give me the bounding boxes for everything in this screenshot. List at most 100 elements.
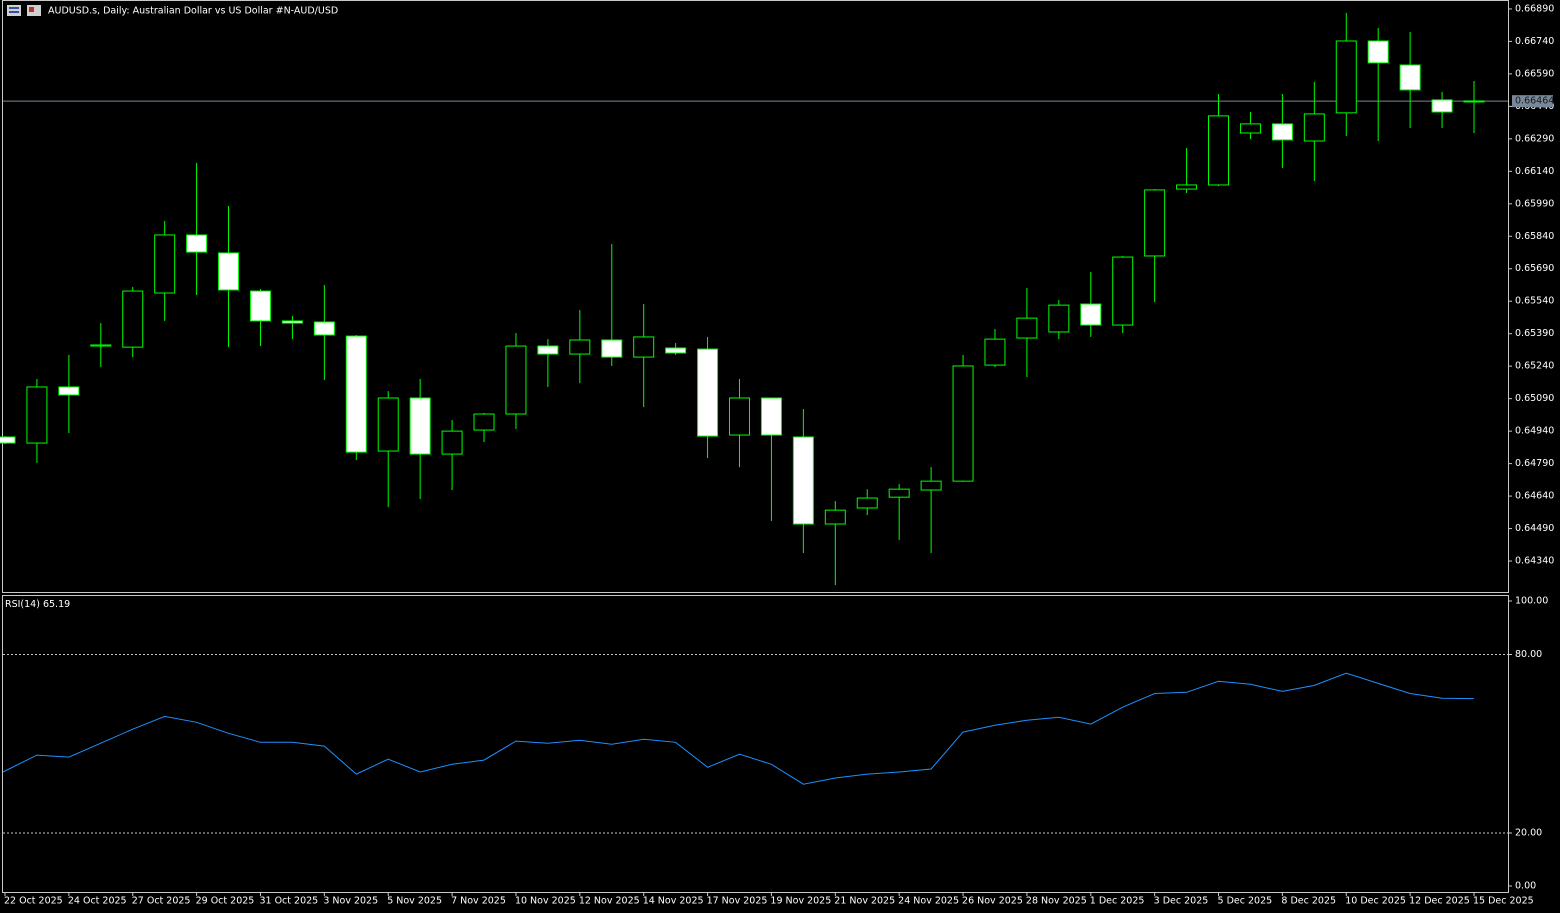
candle-body bbox=[1303, 113, 1325, 142]
x-tick-label: 22 Oct 2025 bbox=[4, 896, 63, 907]
candle-body bbox=[856, 497, 878, 509]
icon bbox=[9, 11, 19, 13]
candle-body bbox=[505, 345, 527, 415]
candle-body bbox=[792, 436, 814, 525]
x-tick-label: 17 Nov 2025 bbox=[707, 896, 768, 907]
x-tick-label: 24 Nov 2025 bbox=[898, 896, 959, 907]
x-tick-label: 12 Dec 2025 bbox=[1409, 896, 1470, 907]
y-tick-label: 0.64490 bbox=[1515, 523, 1554, 534]
x-tick-label: 1 Dec 2025 bbox=[1090, 896, 1145, 907]
x-tick-label: 19 Nov 2025 bbox=[770, 896, 831, 907]
candle-body bbox=[0, 436, 16, 444]
candle-body bbox=[154, 234, 176, 294]
candle-body bbox=[58, 386, 80, 396]
x-tick-label: 3 Dec 2025 bbox=[1154, 896, 1209, 907]
indicator-label: RSI(14) 65.19 bbox=[5, 599, 70, 610]
x-tick-label: 10 Nov 2025 bbox=[515, 896, 576, 907]
y-tick-label: 0.64640 bbox=[1515, 491, 1554, 502]
header-icons bbox=[7, 5, 41, 16]
candle-body bbox=[1144, 189, 1166, 257]
candle-body bbox=[920, 480, 942, 491]
candle-body bbox=[122, 290, 144, 348]
y-tick-label: 0.66140 bbox=[1515, 166, 1554, 177]
y-tick-label: 0.64940 bbox=[1515, 426, 1554, 437]
y-tick-label: 0.65390 bbox=[1515, 328, 1554, 339]
x-tick-label: 24 Oct 2025 bbox=[68, 896, 127, 907]
bid-label: 0.66464 bbox=[1515, 96, 1554, 107]
x-tick-label: 15 Dec 2025 bbox=[1473, 896, 1534, 907]
candle-body bbox=[26, 386, 48, 444]
candle-body bbox=[1048, 304, 1070, 333]
x-tick-label: 3 Nov 2025 bbox=[323, 896, 378, 907]
candle-body bbox=[984, 338, 1006, 366]
candle-body bbox=[952, 365, 974, 482]
indicator-title: RSI(14) bbox=[5, 599, 40, 610]
price-panel-frame bbox=[2, 0, 1509, 593]
y-tick-label: 0.00 bbox=[1515, 881, 1536, 892]
x-tick-label: 14 Nov 2025 bbox=[643, 896, 704, 907]
candle-body bbox=[249, 290, 271, 322]
y-tick-label: 0.65840 bbox=[1515, 231, 1554, 242]
candle-body bbox=[633, 336, 655, 358]
candle-body bbox=[1335, 40, 1357, 114]
y-tick-label: 0.65990 bbox=[1515, 198, 1554, 209]
candle-body bbox=[377, 397, 399, 452]
candle-body bbox=[218, 252, 240, 291]
y-tick-label: 0.66890 bbox=[1515, 3, 1554, 14]
candle-body bbox=[1176, 184, 1198, 190]
rsi-line bbox=[2, 672, 1475, 785]
y-tick-label: 80.00 bbox=[1515, 649, 1542, 660]
y-tick-label: 0.64340 bbox=[1515, 556, 1554, 567]
x-tick-label: 29 Oct 2025 bbox=[196, 896, 255, 907]
icon bbox=[7, 5, 21, 16]
candle-body bbox=[824, 509, 846, 525]
candle-body bbox=[1431, 99, 1453, 113]
x-tick-label: 5 Nov 2025 bbox=[387, 896, 442, 907]
y-tick-label: 0.65540 bbox=[1515, 296, 1554, 307]
candle-body bbox=[90, 344, 112, 347]
indicator-value: 65.19 bbox=[43, 599, 70, 610]
candle-body bbox=[760, 397, 782, 436]
icon bbox=[29, 7, 34, 12]
candle-body bbox=[537, 345, 559, 355]
y-tick-label: 20.00 bbox=[1515, 828, 1542, 839]
candle-body bbox=[441, 430, 463, 455]
rsi-panel-frame bbox=[2, 595, 1509, 893]
y-tick-label: 0.64790 bbox=[1515, 458, 1554, 469]
x-tick-label: 8 Dec 2025 bbox=[1281, 896, 1336, 907]
y-tick-label: 100.00 bbox=[1515, 596, 1548, 607]
y-tick-label: 0.65240 bbox=[1515, 361, 1554, 372]
candle-body bbox=[1399, 64, 1421, 91]
candle-body bbox=[281, 320, 303, 324]
x-tick-label: 21 Nov 2025 bbox=[834, 896, 895, 907]
candle-body bbox=[1080, 303, 1102, 326]
candle-body bbox=[888, 488, 910, 498]
candle-body bbox=[1367, 40, 1389, 64]
candle-body bbox=[1463, 100, 1485, 103]
y-tick-label: 0.65090 bbox=[1515, 393, 1554, 404]
x-tick-label: 28 Nov 2025 bbox=[1026, 896, 1087, 907]
y-tick-label: 0.65690 bbox=[1515, 263, 1554, 274]
candle-body bbox=[697, 348, 719, 437]
y-tick-label: 0.66590 bbox=[1515, 68, 1554, 79]
x-tick-label: 7 Nov 2025 bbox=[451, 896, 506, 907]
candle-body bbox=[1239, 123, 1261, 134]
x-tick-label: 5 Dec 2025 bbox=[1218, 896, 1273, 907]
y-tick-label: 0.66740 bbox=[1515, 36, 1554, 47]
icon bbox=[9, 7, 19, 9]
candle-body bbox=[1112, 256, 1134, 326]
x-tick-label: 31 Oct 2025 bbox=[259, 896, 318, 907]
x-tick-label: 27 Oct 2025 bbox=[132, 896, 191, 907]
candle-body bbox=[665, 347, 687, 354]
x-tick-label: 26 Nov 2025 bbox=[962, 896, 1023, 907]
candle-body bbox=[601, 339, 623, 358]
x-tick-label: 10 Dec 2025 bbox=[1345, 896, 1406, 907]
candle-body bbox=[473, 413, 495, 431]
bid-label-box bbox=[1512, 95, 1553, 108]
candle-body bbox=[729, 397, 750, 436]
y-tick-label: 0.66290 bbox=[1515, 133, 1554, 144]
x-tick-label: 12 Nov 2025 bbox=[579, 896, 640, 907]
candle-body bbox=[1016, 317, 1038, 339]
